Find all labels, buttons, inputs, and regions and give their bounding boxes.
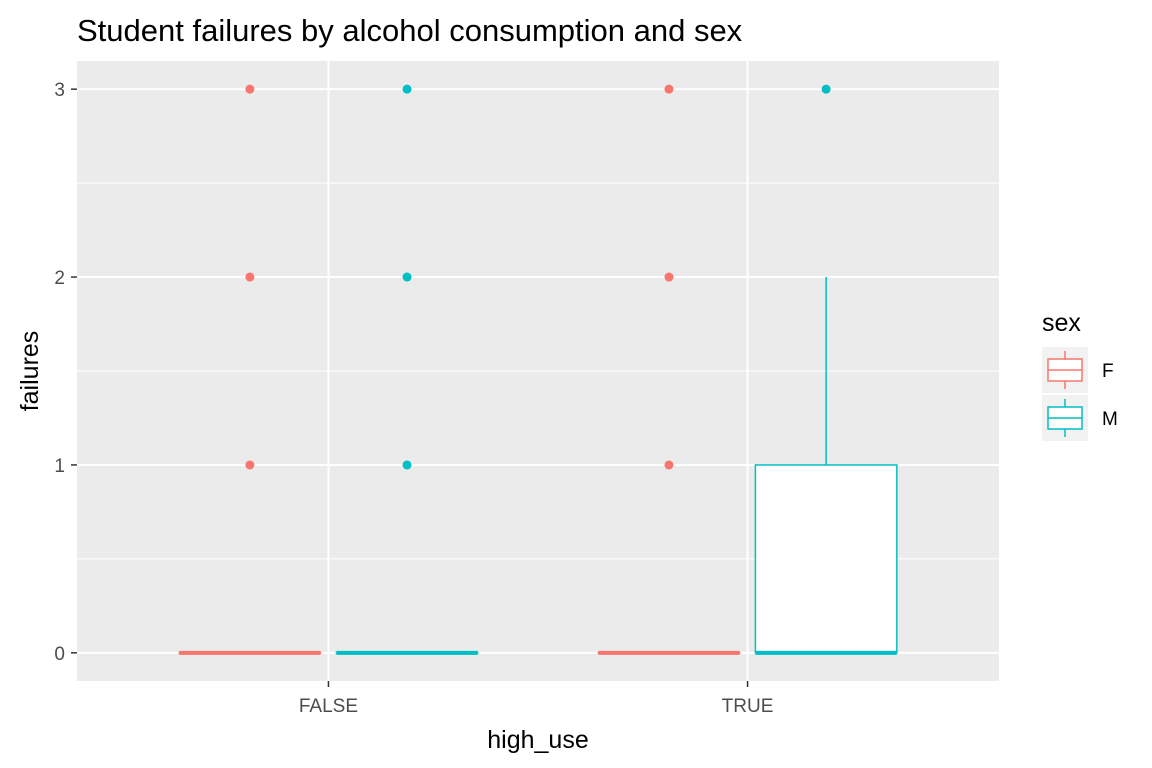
outlier-point <box>245 272 255 282</box>
box-layer <box>178 84 898 655</box>
box-F-FALSE <box>178 84 322 655</box>
box-M-TRUE <box>754 84 898 655</box>
x-tick-label: FALSE <box>299 696 358 717</box>
outlier-point <box>664 272 674 282</box>
outlier-point <box>664 84 674 94</box>
x-tick-label: TRUE <box>722 696 774 717</box>
y-tick-label: 2 <box>54 268 65 289</box>
legend-key-F: F <box>1042 347 1114 393</box>
outlier-point <box>245 460 255 470</box>
box-F-TRUE <box>597 84 741 655</box>
outlier-point <box>402 84 412 94</box>
box-rect <box>754 464 898 654</box>
legend-title: sex <box>1042 309 1081 337</box>
box-M-FALSE <box>335 84 479 655</box>
y-tick-label: 3 <box>54 80 65 101</box>
outlier-point <box>821 84 831 94</box>
outlier-point <box>402 460 412 470</box>
chart-title: Student failures by alcohol consumption … <box>77 13 743 48</box>
outlier-point <box>402 272 412 282</box>
legend-label: M <box>1102 409 1118 430</box>
x-axis: FALSE TRUE <box>299 681 774 717</box>
y-tick-label: 1 <box>54 456 65 477</box>
x-axis-title: high_use <box>487 726 588 754</box>
outlier-point <box>664 460 674 470</box>
legend-key-M: M <box>1042 395 1118 441</box>
y-tick-label: 0 <box>54 644 65 665</box>
legend-keys: FM <box>1042 347 1118 441</box>
y-axis: 0 1 2 3 <box>54 80 77 665</box>
y-axis-title: failures <box>16 331 44 412</box>
outlier-point <box>245 84 255 94</box>
legend-label: F <box>1102 361 1114 382</box>
legend: sex FM <box>1042 309 1118 441</box>
